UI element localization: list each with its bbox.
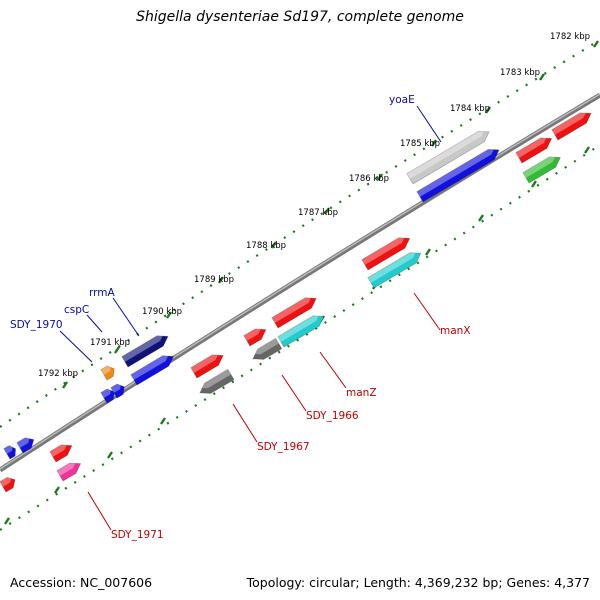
gene-SDY_1971-red-arrow [49,444,73,463]
gene-cspC-highlight [100,366,111,375]
accession-label: Accession: NC_007606 [10,575,153,590]
ruler-label-1783: 1783 kbp [500,68,540,78]
gene-red-right-1-highlight [515,137,547,158]
gene-rrmA-arrow [121,335,169,368]
gene-yoaE-highlight [406,131,484,179]
gene-manZ-arrow [277,315,325,348]
gene-SDY_1967-arrow [199,368,235,394]
gene-manZ-red-highlight [271,297,311,323]
gene-SDY_1970-highlight [100,389,111,398]
gene-label-SDY_1971: SDY_1971 [111,529,164,541]
gene-label-manZ: manZ [346,387,377,399]
ruler-label-1782: 1782 kbp [550,32,590,42]
genome-backbone [0,92,600,473]
gene-SDY_1966-arrow [252,337,283,360]
gene-SDY_1971-red-highlight [49,444,67,457]
gene-left-blue-2-arrow [16,437,35,454]
ruler-label-1785: 1785 kbp [400,139,440,149]
ruler-label-1789: 1789 kbp [194,275,234,285]
gene-green-right-arrow [522,156,561,184]
gene-far-left-red-arrow [0,476,16,493]
gene-SDY_1970b-arrow [110,383,125,399]
gene-SDY_1967-red-highlight [190,354,218,373]
map-title: Shigella dysenteriae Sd197, complete gen… [136,9,464,25]
ruler-label-1787: 1787 kbp [298,208,338,218]
gene-rrmA-strand-highlight [130,355,169,380]
gene-SDY_1966-highlight [255,338,279,355]
gene-manX-red-highlight [361,237,405,265]
gene-red-right-2-highlight [551,112,586,135]
outer-scale-track [0,39,600,428]
ruler-label-1786: 1786 kbp [349,174,389,184]
gene-SDY_1971-highlight [56,463,76,476]
gene-label-SDY_1966: SDY_1966 [306,410,359,422]
ruler-label-1784: 1784 kbp [450,104,490,114]
gene-upper-blue-arrow [416,148,500,203]
gene-cspC-arrow [100,365,115,381]
gene-features [0,112,592,493]
gene-SDY_1970b-highlight [110,384,121,393]
gene-manX-red-arrow [361,237,411,271]
gene-left-blue-1-arrow [3,445,16,460]
label-leaders [59,105,442,531]
ruler-label-1792: 1792 kbp [38,369,78,379]
gene-left-blue-1-highlight [3,445,13,454]
gene-SDY_1966-red-arrow [243,328,267,347]
gene-SDY_1967-highlight [202,369,231,389]
gene-rrmA-strand-arrow [130,355,175,386]
gene-label-SDY_1970: SDY_1970 [10,319,63,331]
gene-SDY_1967-red-arrow [190,354,224,379]
ruler-label-1788: 1788 kbp [246,241,286,251]
gene-label-yoaE: yoaE [389,94,415,106]
gene-label-cspC: cspC [64,304,89,316]
gene-red-right-2-arrow [551,112,592,141]
gene-manZ-red-arrow [271,297,317,329]
gene-label-rrmA: rrmA [89,287,115,299]
gene-far-left-red-highlight [0,477,12,487]
genome-summary: Topology: circular; Length: 4,369,232 bp… [246,575,590,590]
gene-upper-blue-highlight [416,149,494,197]
ruler-label-1790: 1790 kbp [142,307,182,317]
gene-SDY_1970-arrow [100,388,115,404]
gene-left-blue-2-highlight [16,437,30,448]
gene-SDY_1971-arrow [56,462,82,482]
gene-rrmA-highlight [121,335,163,362]
gene-manX-highlight [367,252,416,283]
gene-manZ-highlight [277,315,319,342]
gene-label-SDY_1967: SDY_1967 [257,441,310,453]
outer-major-ticks [62,40,599,389]
gene-SDY_1966-red-highlight [243,328,261,341]
gene-yoaE-arrow [406,130,490,185]
gene-green-right-highlight [522,156,555,178]
ruler-label-1791: 1791 kbp [90,338,130,348]
gene-red-right-1-arrow [515,137,553,164]
gene-label-manX: manX [440,325,471,337]
gene-manX-arrow [367,252,422,289]
